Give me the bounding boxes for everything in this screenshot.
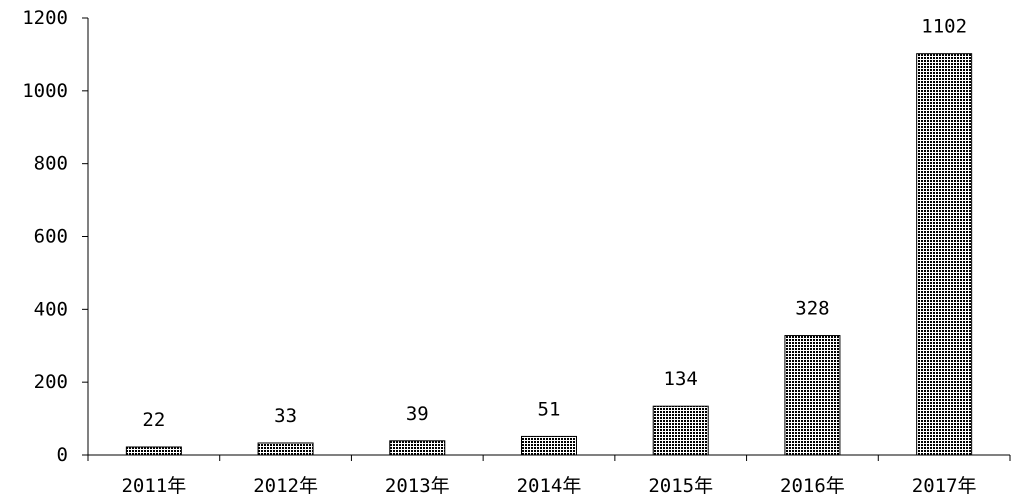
x-tick-label: 2017年 [912,475,977,497]
y-tick-label: 800 [34,153,68,175]
y-tick-label: 1200 [22,7,68,29]
y-tick-label: 600 [34,226,68,248]
bar-2013 [389,440,446,456]
x-tick-label: 2016年 [780,475,845,497]
y-axis: 0 200 400 600 800 1000 1200 [22,7,89,466]
y-tick-label: 400 [34,298,68,320]
y-tick-label: 200 [34,371,68,393]
data-label: 22 [142,409,165,431]
x-tick-label: 2011年 [121,475,186,497]
bar-2015 [652,405,709,456]
bar-2014 [521,435,577,456]
data-labels: 22 33 39 51 134 328 1102 [142,16,967,431]
x-tick-label: 2013年 [385,475,450,497]
data-label: 39 [406,403,429,425]
y-tick-label: 1000 [22,80,68,102]
y-tick-label: 0 [57,444,68,466]
data-label: 33 [274,405,297,427]
data-label: 134 [664,368,698,390]
x-tick-label: 2012年 [253,475,318,497]
bar-2016 [784,335,841,456]
data-label: 328 [795,298,829,320]
bar-2012 [257,442,314,456]
bar-2017 [916,53,973,456]
bars [125,53,973,456]
data-label: 51 [538,398,561,420]
x-axis: 2011年 2012年 2013年 2014年 2015年 2016年 2017年 [87,454,1011,497]
x-tick-label: 2014年 [517,475,582,497]
bar-2011 [125,446,182,456]
data-label: 1102 [921,16,967,38]
x-tick-label: 2015年 [648,475,713,497]
